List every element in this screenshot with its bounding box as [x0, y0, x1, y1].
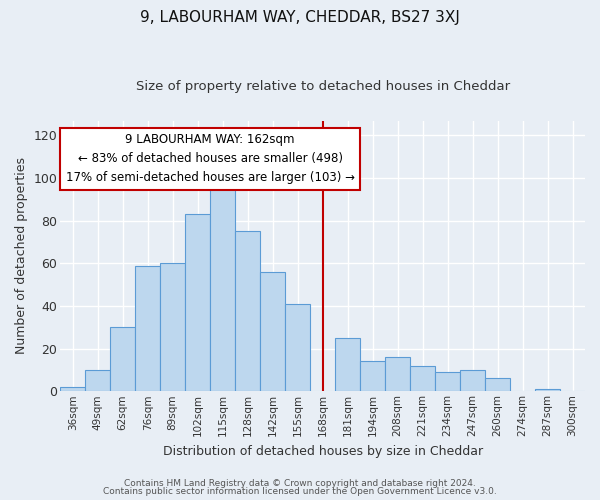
Bar [60, 387, 85, 392]
Bar [360, 362, 385, 392]
Bar [410, 366, 435, 392]
Title: Size of property relative to detached houses in Cheddar: Size of property relative to detached ho… [136, 80, 509, 93]
Bar [485, 378, 510, 392]
Bar [210, 182, 235, 392]
Bar [235, 232, 260, 392]
X-axis label: Distribution of detached houses by size in Cheddar: Distribution of detached houses by size … [163, 444, 482, 458]
Text: Contains HM Land Registry data © Crown copyright and database right 2024.: Contains HM Land Registry data © Crown c… [124, 478, 476, 488]
Bar [85, 370, 110, 392]
Y-axis label: Number of detached properties: Number of detached properties [15, 158, 28, 354]
Bar [435, 372, 460, 392]
Bar [110, 328, 135, 392]
Text: Contains public sector information licensed under the Open Government Licence v3: Contains public sector information licen… [103, 487, 497, 496]
Bar [535, 389, 560, 392]
Bar [385, 357, 410, 392]
Bar [460, 370, 485, 392]
Text: 9 LABOURHAM WAY: 162sqm
← 83% of detached houses are smaller (498)
17% of semi-d: 9 LABOURHAM WAY: 162sqm ← 83% of detache… [65, 134, 355, 184]
Bar [185, 214, 210, 392]
Bar [285, 304, 310, 392]
Bar [260, 272, 285, 392]
Bar [135, 266, 160, 392]
Bar [335, 338, 360, 392]
Bar [160, 264, 185, 392]
Text: 9, LABOURHAM WAY, CHEDDAR, BS27 3XJ: 9, LABOURHAM WAY, CHEDDAR, BS27 3XJ [140, 10, 460, 25]
